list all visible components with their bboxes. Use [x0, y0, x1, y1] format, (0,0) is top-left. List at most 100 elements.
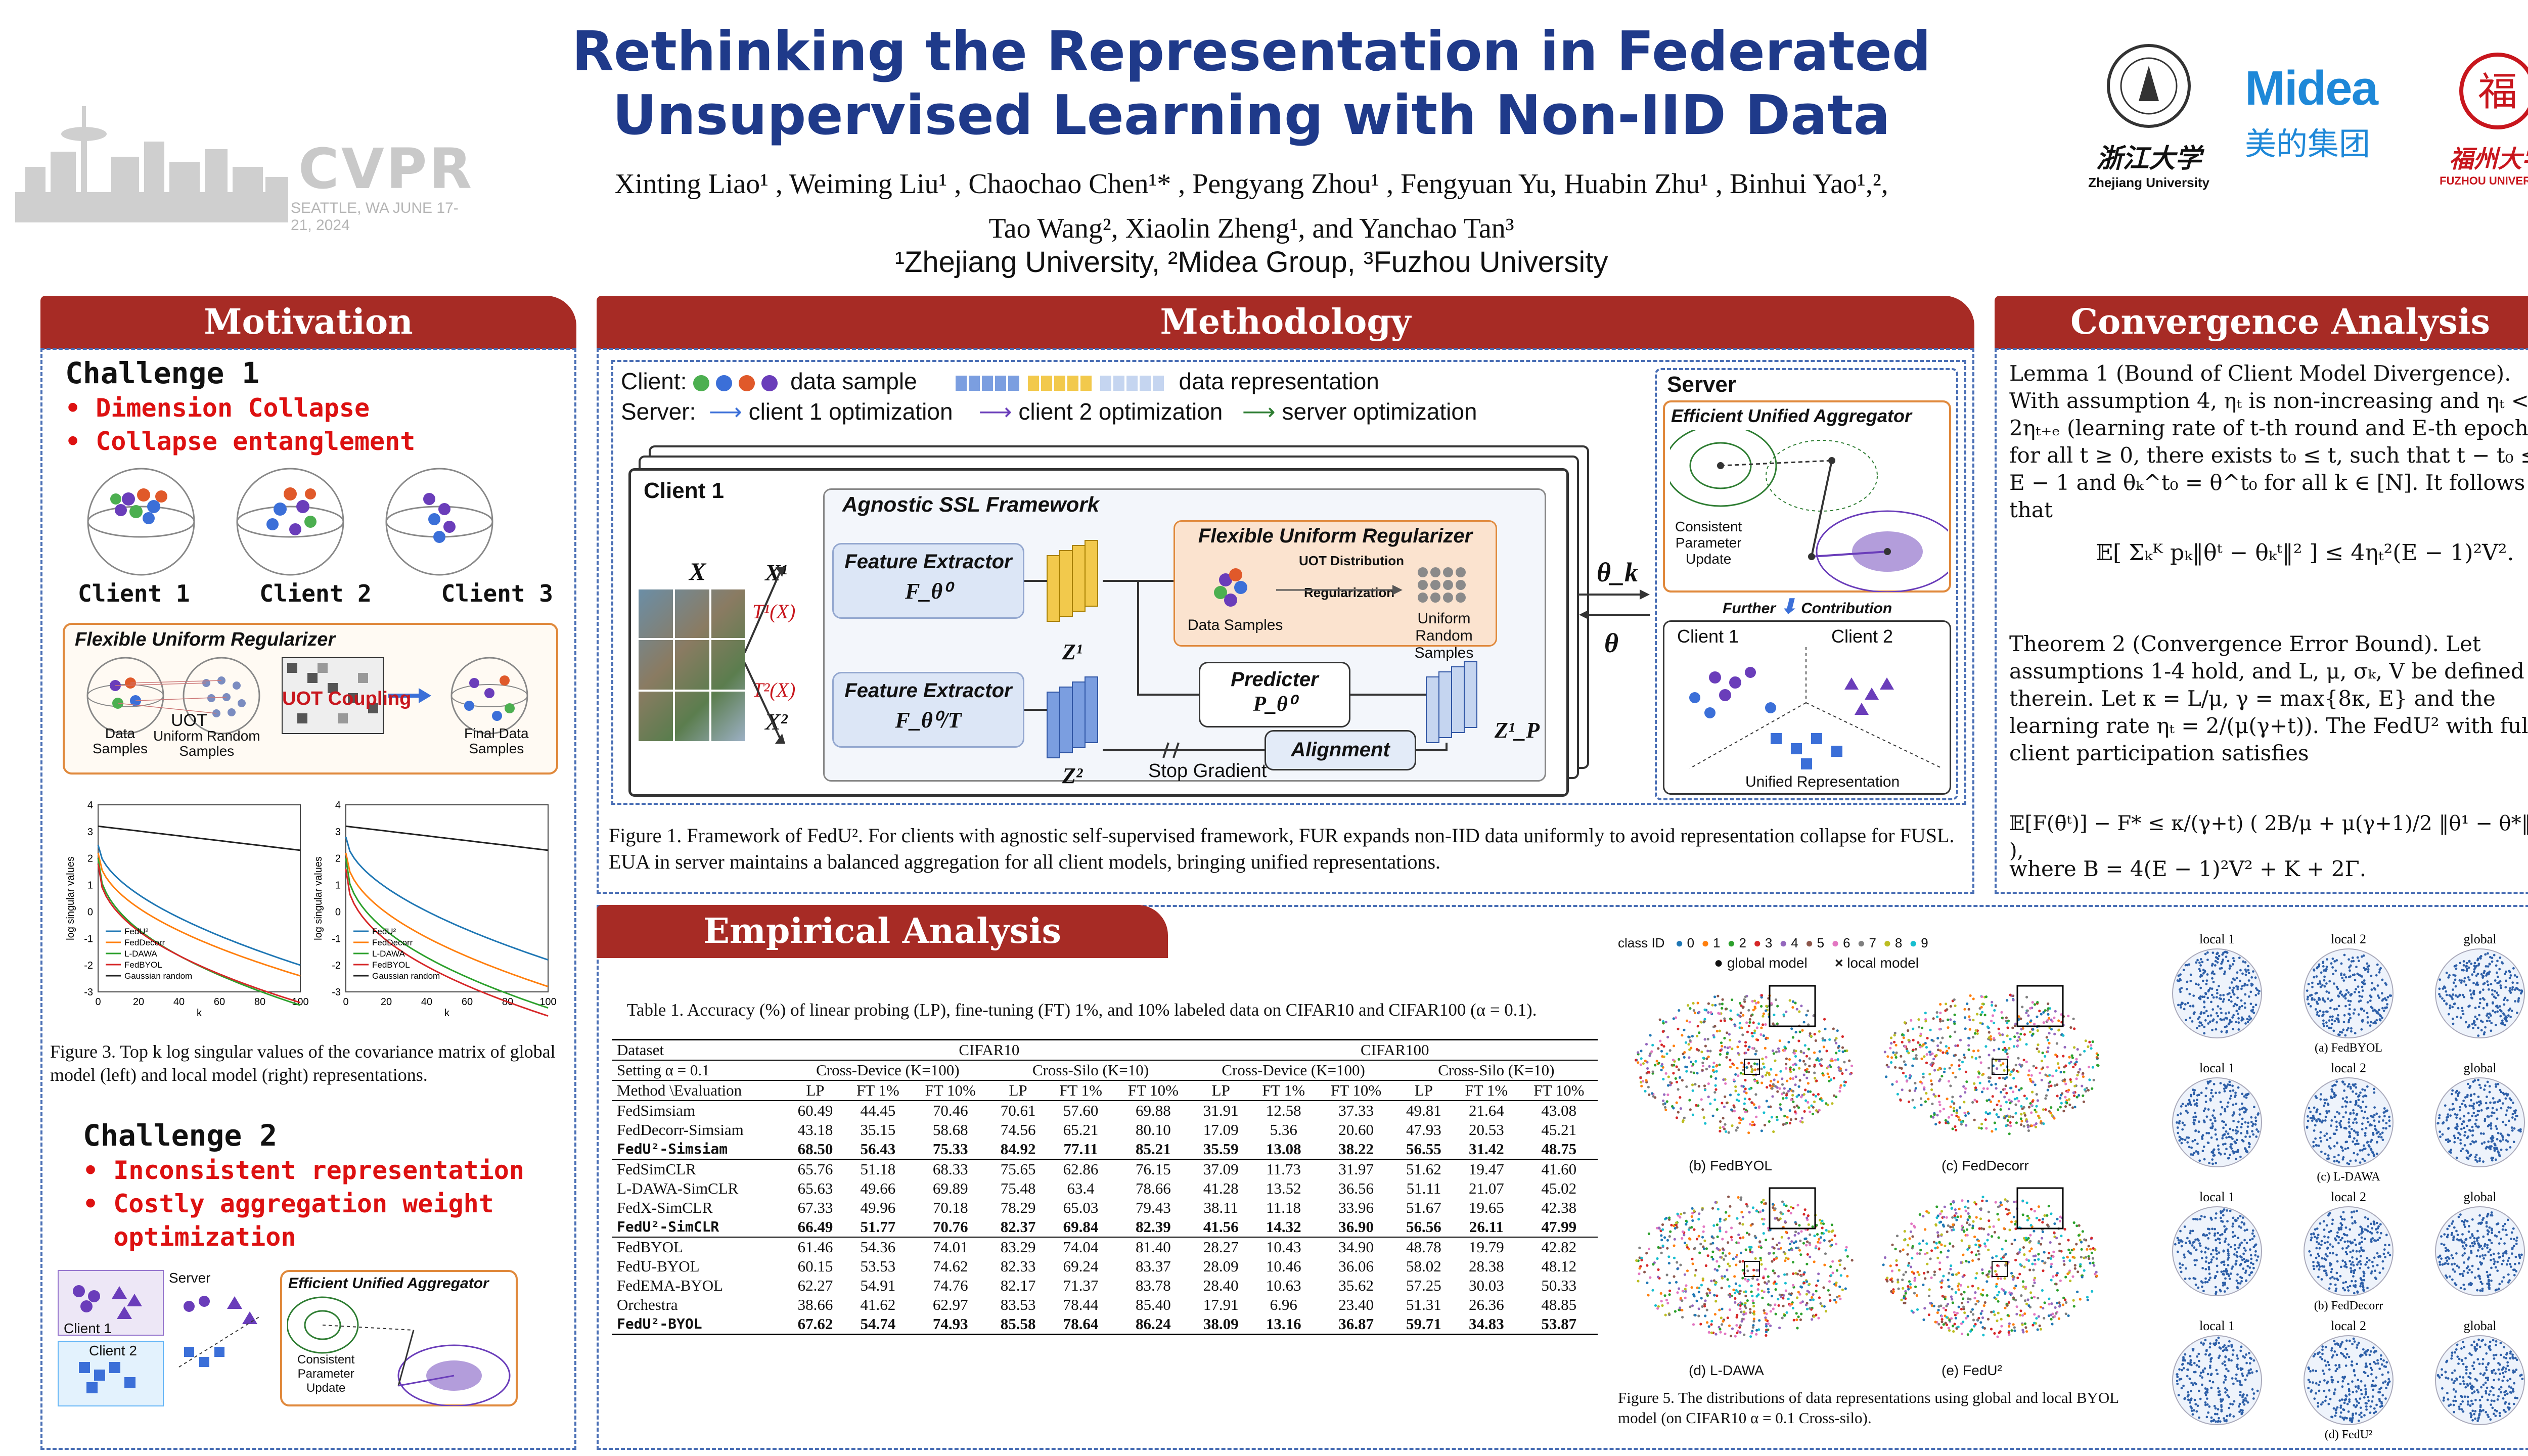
- tsne-point: [1694, 1268, 1697, 1271]
- tsne-point: [1782, 1013, 1785, 1016]
- sphere-point: [2196, 1143, 2199, 1145]
- tsne-point: [2040, 1013, 2043, 1016]
- sphere-point: [2442, 1122, 2444, 1125]
- tsne-point: [1750, 1032, 1753, 1035]
- tsne-point: [1897, 1281, 1900, 1284]
- sphere-point: [2183, 1008, 2186, 1011]
- sphere-point: [2344, 1126, 2346, 1129]
- sphere-point: [2480, 973, 2483, 976]
- sphere-point: [2198, 1025, 2201, 1027]
- sphere-point: [2316, 1109, 2319, 1112]
- accuracy-cell: 28.38: [1468, 1257, 1504, 1275]
- tsne-point: [1987, 1210, 1990, 1213]
- tsne-point: [2009, 1124, 2012, 1127]
- tsne-point: [1660, 1043, 1663, 1046]
- tsne-point: [2033, 1322, 2036, 1325]
- sphere-point: [2224, 1084, 2227, 1087]
- tsne-point: [2056, 1217, 2059, 1220]
- tsne-point: [2072, 1091, 2075, 1094]
- accuracy-cell: 45.21: [1541, 1121, 1577, 1139]
- sphere-point: [2359, 1149, 2362, 1152]
- tsne-point: [1704, 1299, 1707, 1302]
- tsne-point: [1981, 1199, 1984, 1202]
- sphere-point: [2339, 1124, 2342, 1126]
- sphere-point: [2352, 1112, 2355, 1115]
- tsne-point: [1916, 1308, 1919, 1311]
- tsne-point: [1996, 1213, 1999, 1216]
- tsne-point: [1949, 1105, 1952, 1108]
- sphere-point: [2211, 1008, 2215, 1011]
- tsne-point: [1726, 1053, 1729, 1056]
- tsne-point: [1936, 1015, 1939, 1018]
- sphere-point: [2215, 996, 2218, 998]
- tsne-point: [2003, 1077, 2006, 1080]
- tsne-point: [1739, 1304, 1742, 1307]
- tsne-point: [2024, 1237, 2027, 1240]
- sphere-point: [2337, 1014, 2339, 1017]
- sphere-point: [2496, 1101, 2499, 1103]
- tsne-point: [1805, 1068, 1809, 1071]
- tsne-point: [1721, 1277, 1724, 1280]
- tsne-point: [2017, 1035, 2020, 1039]
- sphere-point: [2382, 1009, 2385, 1012]
- tsne-point: [1930, 1083, 1933, 1086]
- accuracy-cell: 10.43: [1249, 1237, 1318, 1257]
- tsne-point: [1982, 1087, 1985, 1090]
- tsne-point: [1791, 1036, 1794, 1039]
- tsne-point: [2033, 1279, 2036, 1282]
- tsne-point: [1918, 1242, 1921, 1245]
- sphere-point: [2335, 1159, 2338, 1162]
- tsne-point: [1800, 1117, 1803, 1120]
- tsne-point: [1776, 1118, 1779, 1121]
- sphere-point: [2348, 976, 2351, 978]
- tsne-point: [2041, 1221, 2044, 1224]
- tsne-point: [1910, 1309, 1913, 1312]
- tsne-point: [1954, 1316, 1957, 1320]
- accuracy-cell: 62.27: [797, 1277, 833, 1294]
- tsne-point: [2064, 1298, 2067, 1301]
- sphere-point: [2488, 1020, 2491, 1022]
- sphere-point: [2330, 1026, 2333, 1029]
- tsne-point: [2087, 1255, 2090, 1258]
- tsne-point: [1729, 1205, 1732, 1208]
- tsne-point: [1822, 1074, 1825, 1077]
- class-legend-item: ● 2: [1728, 935, 1746, 950]
- sphere-point: [2508, 1119, 2510, 1122]
- sphere-point: [2189, 1016, 2192, 1019]
- tsne-point: [2035, 1216, 2038, 1219]
- tsne-point: [1815, 1079, 1818, 1082]
- tsne-point: [2008, 1325, 2011, 1328]
- tsne-point: [2009, 1102, 2012, 1105]
- sphere-point: [2309, 994, 2312, 997]
- sphere-point: [2364, 1110, 2367, 1113]
- tsne-point: [1812, 1293, 1815, 1296]
- tsne-point: [1789, 1077, 1792, 1080]
- tsne-point: [1958, 1059, 1961, 1062]
- tsne-point: [1992, 1225, 1995, 1228]
- tsne-point: [1760, 1201, 1763, 1204]
- tsne-point: [1927, 1294, 1931, 1297]
- sphere-point: [2509, 987, 2511, 990]
- table-row: FedU²-Simsiam 68.50 56.43 75.33 84.92 77.11 85…: [612, 1140, 1598, 1159]
- tsne-point: [1675, 1065, 1678, 1068]
- tsne-point: [2070, 1054, 2073, 1057]
- tsne-point: [1693, 1209, 1696, 1212]
- sphere-point: [2344, 1005, 2347, 1008]
- sphere-point: [2243, 1095, 2246, 1098]
- tsne-point: [2058, 1242, 2061, 1246]
- sphere-point: [2223, 1090, 2226, 1093]
- tsne-point: [2005, 1115, 2008, 1118]
- zoom-source-box: [1992, 1059, 2008, 1075]
- sphere-point: [2207, 1261, 2210, 1264]
- tsne-point: [2053, 1032, 2056, 1035]
- tsne-point: [1794, 1117, 1797, 1120]
- tsne-point: [1791, 1077, 1794, 1080]
- tsne-point: [1924, 1020, 1927, 1023]
- sphere-point: [2179, 979, 2182, 982]
- methodology-heading: Methodology: [597, 296, 1974, 349]
- sphere-point: [2356, 1133, 2359, 1136]
- tsne-point: [1785, 1204, 1788, 1207]
- tsne-point: [1780, 1295, 1783, 1298]
- fe1-label: Feature Extractor: [844, 551, 1012, 573]
- accuracy-cell: 54.36: [844, 1237, 912, 1257]
